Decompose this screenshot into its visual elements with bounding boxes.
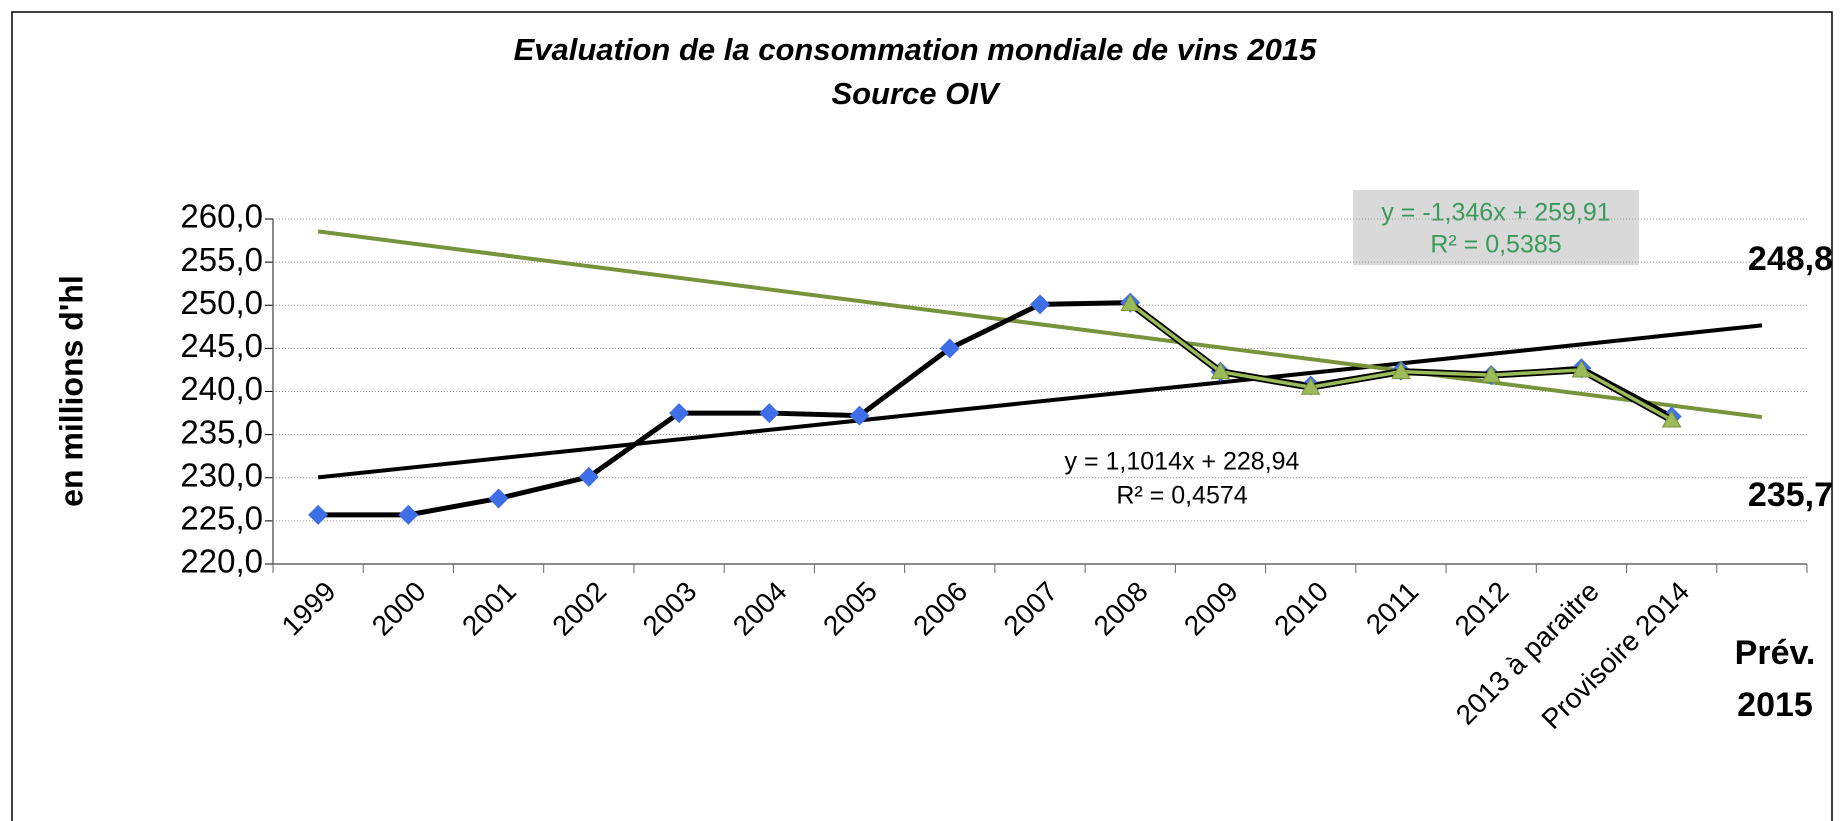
annotation: 235,7	[1748, 476, 1833, 514]
marker	[1210, 361, 1231, 380]
series-line	[318, 300, 1673, 518]
x-tick-label: 2003	[637, 576, 703, 642]
annotation: 248,8	[1748, 240, 1833, 278]
annotation: Prév.	[1735, 634, 1816, 672]
annotation: 2015	[1737, 686, 1813, 724]
y-tick-label: 225,0	[180, 500, 263, 537]
marker	[1030, 294, 1050, 315]
marker	[939, 338, 960, 359]
y-tick-label: 220,0	[180, 543, 263, 580]
trend-r2: R² = 0,4574	[1116, 482, 1247, 510]
marker	[398, 504, 419, 525]
marker	[849, 405, 870, 426]
y-tick-label: 230,0	[180, 456, 263, 493]
x-tick-label: 2012	[1449, 576, 1515, 642]
marker	[578, 466, 599, 487]
x-tick-label: 2006	[907, 576, 973, 642]
y-tick-label: 245,0	[180, 327, 263, 364]
marker	[488, 488, 509, 509]
x-tick-label: 2000	[366, 576, 432, 642]
y-tick-label: 250,0	[180, 284, 263, 321]
y-tick-label: 255,0	[180, 241, 263, 278]
x-tick-label: 2004	[727, 576, 793, 642]
x-tick-label: 2009	[1178, 576, 1244, 642]
y-tick-label: 240,0	[180, 370, 263, 407]
x-tick-label: 2005	[817, 576, 883, 642]
chart-subtitle: Source OIV	[831, 76, 1000, 111]
trend-equation: y = 1,1014x + 228,94	[1065, 448, 1300, 476]
marker	[1391, 361, 1411, 380]
x-tick-label: 1999	[276, 576, 342, 642]
trend-r2: R² = 0,5385	[1430, 231, 1561, 259]
marker	[1120, 293, 1141, 312]
trendline	[317, 323, 1763, 480]
marker	[1481, 365, 1502, 383]
y-axis-label: en millions d'hl	[53, 275, 89, 507]
marker	[1661, 409, 1682, 428]
marker	[669, 403, 690, 424]
marker	[308, 504, 329, 525]
x-tick-label: 2001	[456, 576, 522, 642]
y-tick-label: 260,0	[180, 198, 263, 235]
x-tick-label: 2008	[1088, 576, 1154, 642]
marker	[1300, 377, 1321, 395]
x-tick-label: 2011	[1360, 576, 1425, 641]
trendline	[317, 229, 1763, 420]
marker	[759, 403, 780, 424]
y-tick-label: 235,0	[180, 413, 263, 450]
chart-frame	[11, 11, 1833, 821]
chart-title: Evaluation de la consommation mondiale d…	[514, 32, 1318, 67]
x-tick-label: 2007	[997, 576, 1063, 642]
marker	[1571, 359, 1592, 378]
x-tick-label: 2002	[546, 576, 612, 642]
x-tick-label: 2010	[1268, 576, 1334, 642]
trend-equation: y = -1,346x + 259,91	[1381, 199, 1610, 227]
equation-box	[1353, 190, 1639, 265]
